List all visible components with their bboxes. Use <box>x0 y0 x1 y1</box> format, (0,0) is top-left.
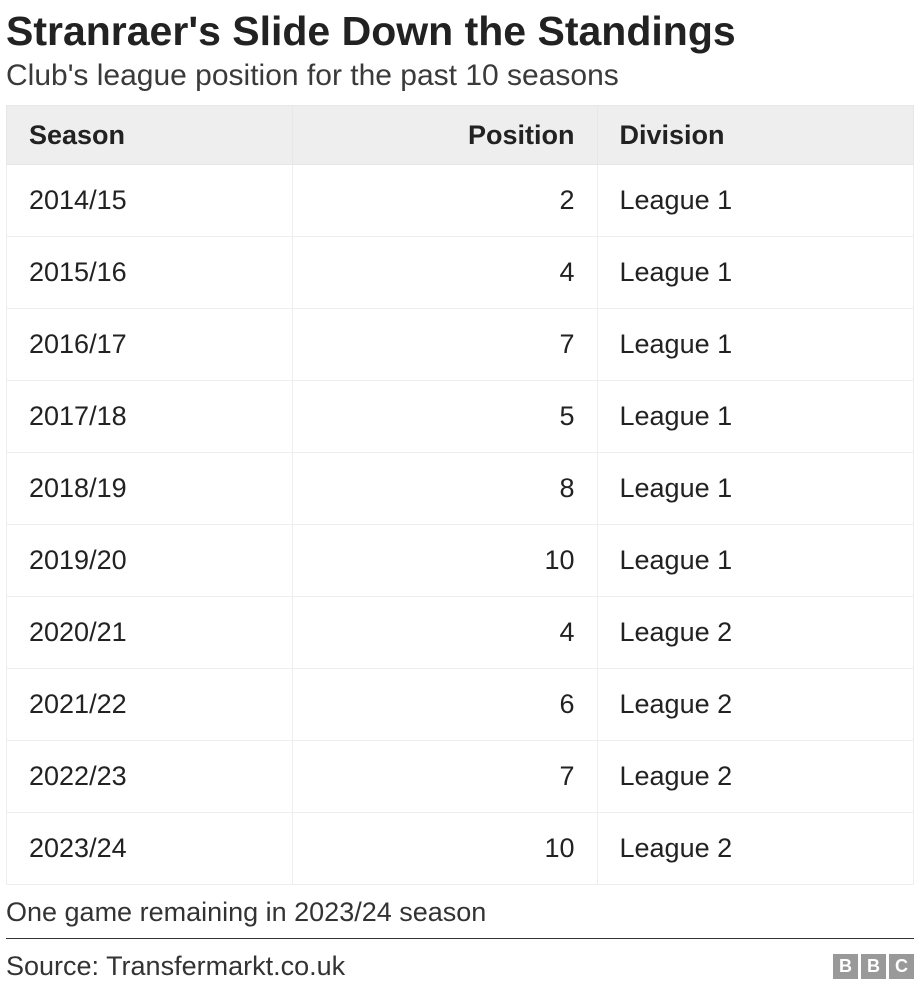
cell-season: 2021/22 <box>7 669 293 741</box>
table-row: 2018/198League 1 <box>7 453 914 525</box>
cell-position: 4 <box>293 237 597 309</box>
cell-season: 2018/19 <box>7 453 293 525</box>
cell-season: 2019/20 <box>7 525 293 597</box>
table-row: 2016/177League 1 <box>7 309 914 381</box>
cell-season: 2016/17 <box>7 309 293 381</box>
cell-season: 2017/18 <box>7 381 293 453</box>
table-row: 2014/152League 1 <box>7 165 914 237</box>
cell-season: 2015/16 <box>7 237 293 309</box>
table-row: 2020/214League 2 <box>7 597 914 669</box>
cell-season: 2022/23 <box>7 741 293 813</box>
cell-division: League 1 <box>597 237 914 309</box>
cell-position: 2 <box>293 165 597 237</box>
table-row: 2021/226League 2 <box>7 669 914 741</box>
cell-position: 10 <box>293 813 597 885</box>
cell-season: 2014/15 <box>7 165 293 237</box>
logo-letter: B <box>861 954 886 979</box>
table-row: 2017/185League 1 <box>7 381 914 453</box>
cell-position: 7 <box>293 309 597 381</box>
logo-letter: B <box>833 954 858 979</box>
cell-division: League 1 <box>597 165 914 237</box>
cell-position: 5 <box>293 381 597 453</box>
bbc-logo: B B C <box>833 954 914 979</box>
col-header-position: Position <box>293 106 597 165</box>
cell-division: League 1 <box>597 525 914 597</box>
table-row: 2015/164League 1 <box>7 237 914 309</box>
page-title: Stranraer's Slide Down the Standings <box>6 8 914 55</box>
cell-division: League 2 <box>597 741 914 813</box>
cell-division: League 1 <box>597 309 914 381</box>
page-subtitle: Club's league position for the past 10 s… <box>6 59 914 93</box>
cell-division: League 2 <box>597 597 914 669</box>
table-row: 2019/2010League 1 <box>7 525 914 597</box>
cell-season: 2020/21 <box>7 597 293 669</box>
col-header-season: Season <box>7 106 293 165</box>
table-row: 2022/237League 2 <box>7 741 914 813</box>
standings-table: Season Position Division 2014/152League … <box>6 105 914 885</box>
footnote: One game remaining in 2023/24 season <box>6 885 914 939</box>
cell-division: League 2 <box>597 669 914 741</box>
cell-position: 8 <box>293 453 597 525</box>
cell-position: 6 <box>293 669 597 741</box>
cell-position: 4 <box>293 597 597 669</box>
cell-division: League 1 <box>597 381 914 453</box>
cell-division: League 2 <box>597 813 914 885</box>
source-label: Source: Transfermarkt.co.uk <box>6 951 345 982</box>
cell-division: League 1 <box>597 453 914 525</box>
footer: Source: Transfermarkt.co.uk B B C <box>6 939 914 982</box>
cell-position: 7 <box>293 741 597 813</box>
table-row: 2023/2410League 2 <box>7 813 914 885</box>
table-header-row: Season Position Division <box>7 106 914 165</box>
col-header-division: Division <box>597 106 914 165</box>
cell-position: 10 <box>293 525 597 597</box>
logo-letter: C <box>889 954 914 979</box>
cell-season: 2023/24 <box>7 813 293 885</box>
